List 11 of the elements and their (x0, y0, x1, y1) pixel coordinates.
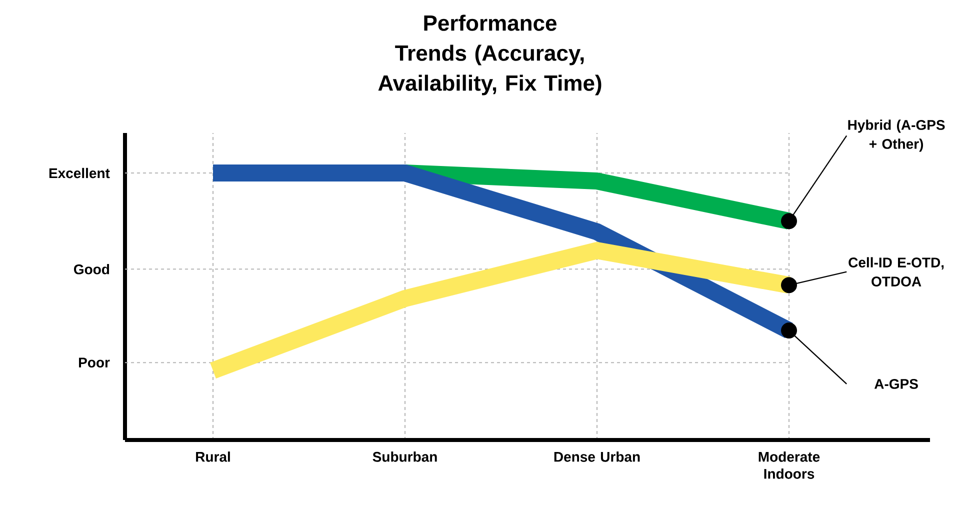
chart-title: Performance Trends (Accuracy, Availability, Fix Time) (378, 14, 602, 96)
text: Hybrid (A-GPS + Other) (848, 120, 945, 152)
x-tick-label: Suburban (372, 452, 437, 462)
ref-line-label: Excellent (49, 168, 110, 178)
x-tick-label: Moderate Indoors (758, 452, 820, 479)
x-tick-label: Dense Urban (554, 452, 640, 462)
text: A-GPS (874, 378, 918, 389)
ref-line-label: Poor (79, 358, 110, 368)
legend-label: Cell-ID E-OTD, OTDOA (848, 257, 944, 286)
ref-line-label: Good (74, 264, 110, 274)
x-tick-label: Rural (196, 452, 230, 462)
